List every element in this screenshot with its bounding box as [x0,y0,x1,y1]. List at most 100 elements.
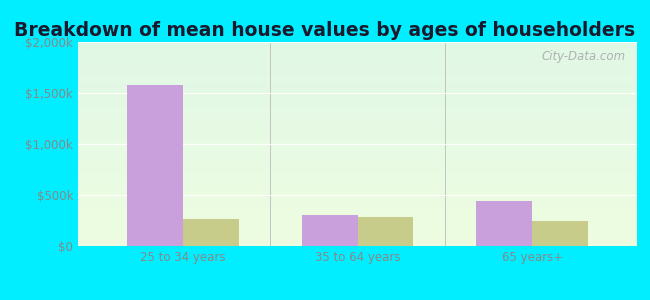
Bar [127,85,183,246]
Bar [78,57,637,58]
Bar [78,104,637,105]
Bar [78,229,637,230]
Bar [78,95,637,96]
Bar [78,182,637,183]
Bar [78,90,637,91]
Bar [78,174,637,175]
Bar [78,43,637,44]
Bar [78,210,637,211]
Bar [78,131,637,132]
Bar [78,70,637,72]
Bar [78,129,637,130]
Text: City-Data.com: City-Data.com [541,50,626,63]
Bar [78,96,637,97]
Bar [78,54,637,55]
Bar [78,225,637,226]
Bar [78,73,637,74]
Bar [78,202,637,203]
Bar [78,149,637,150]
Bar [78,141,637,142]
Bar [78,241,637,242]
Bar [78,49,637,50]
Bar [78,62,637,63]
Bar [78,236,637,237]
Bar [78,118,637,119]
Bar [78,51,637,52]
Bar [78,130,637,131]
Bar [78,223,637,224]
Bar [78,196,637,197]
Bar [78,106,637,107]
Bar [78,79,637,80]
Bar [78,126,637,127]
Bar [78,237,637,238]
Bar [78,63,637,64]
Bar [78,48,637,49]
Bar [78,75,637,76]
Bar [78,191,637,192]
Bar [78,169,637,170]
Bar [78,99,637,100]
Bar [78,184,637,185]
Bar [476,201,532,246]
Bar [78,245,637,246]
Bar [78,147,637,148]
Bar [78,170,637,172]
Bar [78,198,637,199]
Bar [78,165,637,166]
Bar [78,179,637,180]
Bar [78,148,637,149]
Bar [78,228,637,229]
Bar [78,193,637,194]
Bar [78,205,637,206]
Bar [78,218,637,220]
Bar [78,155,637,156]
Bar [78,186,637,187]
Bar [183,219,239,246]
Bar [78,216,637,217]
Bar [78,197,637,198]
Bar [78,91,637,92]
Bar [78,153,637,154]
Bar [78,113,637,114]
Bar [78,123,637,124]
Bar [78,207,637,208]
Bar [78,102,637,103]
Bar [78,118,637,119]
Bar [78,157,637,158]
Bar [78,239,637,240]
Bar [78,64,637,65]
Bar [78,47,637,48]
Bar [78,107,637,108]
Bar [78,156,637,157]
Bar [78,67,637,68]
Bar [78,206,637,207]
Legend: Sturtevant, Wisconsin: Sturtevant, Wisconsin [245,298,470,300]
Bar [78,181,637,182]
Bar [78,44,637,45]
Bar [78,240,637,241]
Bar [78,212,637,213]
Bar [78,108,637,109]
Bar [78,93,637,94]
Bar [78,238,637,239]
Bar [78,133,637,134]
Bar [78,175,637,176]
Bar [78,100,637,101]
Bar [78,86,637,87]
Bar [78,185,637,186]
Bar [78,53,637,54]
Bar [78,144,637,145]
Bar [78,221,637,223]
Bar [78,92,637,93]
Bar [78,111,637,112]
Bar [78,152,637,153]
Bar [78,190,637,191]
Bar [78,211,637,212]
Bar [78,194,637,195]
Bar [78,132,637,133]
Bar [78,77,637,78]
Bar [78,136,637,137]
Bar [78,122,637,123]
Bar [78,195,637,196]
